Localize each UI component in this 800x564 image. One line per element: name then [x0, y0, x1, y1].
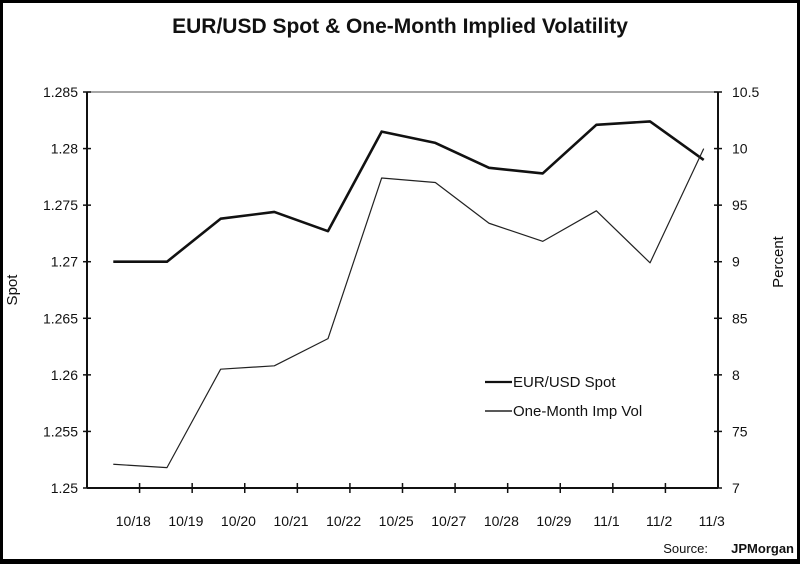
right-tick-label: 10 — [732, 141, 748, 157]
right-tick-label: 75 — [732, 423, 748, 439]
x-tick-label: 10/18 — [116, 513, 151, 529]
left-tick-label: 1.28 — [51, 141, 78, 157]
left-axis-label: Spot — [4, 274, 21, 306]
left-tick-label: 1.255 — [43, 423, 78, 439]
right-tick-label: 8 — [732, 367, 740, 383]
source-label: Source: — [663, 541, 708, 556]
chart: EUR/USD Spot & One-Month Implied Volatil… — [4, 15, 794, 556]
left-tick-label: 1.285 — [43, 84, 78, 100]
right-tick-label: 7 — [732, 480, 740, 496]
x-tick-label: 10/29 — [536, 513, 571, 529]
legend-label: One-Month Imp Vol — [513, 403, 642, 420]
x-tick-label: 10/27 — [431, 513, 466, 529]
left-tick-label: 1.265 — [43, 310, 78, 326]
legend-label: EUR/USD Spot — [513, 374, 616, 391]
source-name: JPMorgan — [731, 541, 794, 556]
series-line-spot — [113, 120, 705, 264]
series-line-imp-vol — [113, 148, 705, 469]
x-tick-label: 10/20 — [221, 513, 256, 529]
chart-title: EUR/USD Spot & One-Month Implied Volatil… — [172, 15, 628, 38]
right-tick-label: 9 — [732, 254, 740, 270]
right-tick-label: 85 — [732, 310, 748, 326]
x-tick-label: 10/19 — [168, 513, 203, 529]
left-tick-label: 1.25 — [51, 480, 78, 496]
x-tick-label: 10/21 — [274, 513, 309, 529]
right-axis-label: Percent — [770, 235, 787, 288]
x-tick-label: 11/3 — [699, 513, 725, 529]
left-tick-label: 1.275 — [43, 197, 78, 213]
right-tick-label: 95 — [732, 197, 748, 213]
right-tick-label: 10.5 — [732, 84, 759, 100]
x-tick-label: 11/1 — [593, 513, 619, 529]
x-tick-label: 10/22 — [326, 513, 361, 529]
chart-frame: EUR/USD Spot & One-Month Implied Volatil… — [3, 3, 797, 559]
x-tick-label: 10/25 — [379, 513, 414, 529]
left-tick-label: 1.26 — [51, 367, 78, 383]
x-tick-label: 11/2 — [646, 513, 672, 529]
left-tick-label: 1.27 — [51, 254, 78, 270]
x-tick-label: 10/28 — [484, 513, 519, 529]
